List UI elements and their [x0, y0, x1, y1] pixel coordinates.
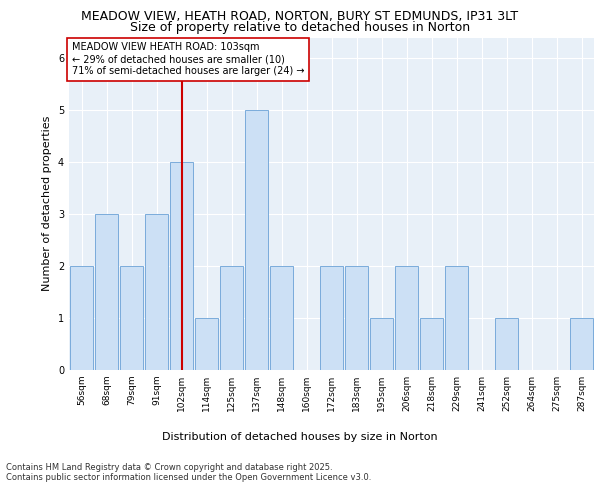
Bar — [170, 162, 193, 370]
Bar — [494, 318, 518, 370]
Bar — [445, 266, 469, 370]
Bar — [569, 318, 593, 370]
Bar — [245, 110, 268, 370]
Bar — [95, 214, 118, 370]
Text: MEADOW VIEW, HEATH ROAD, NORTON, BURY ST EDMUNDS, IP31 3LT: MEADOW VIEW, HEATH ROAD, NORTON, BURY ST… — [82, 10, 518, 23]
Text: Distribution of detached houses by size in Norton: Distribution of detached houses by size … — [162, 432, 438, 442]
Text: MEADOW VIEW HEATH ROAD: 103sqm
← 29% of detached houses are smaller (10)
71% of : MEADOW VIEW HEATH ROAD: 103sqm ← 29% of … — [71, 42, 304, 76]
Y-axis label: Number of detached properties: Number of detached properties — [43, 116, 52, 292]
Text: Contains public sector information licensed under the Open Government Licence v3: Contains public sector information licen… — [6, 472, 371, 482]
Bar — [70, 266, 94, 370]
Bar — [344, 266, 368, 370]
Bar — [194, 318, 218, 370]
Bar — [370, 318, 394, 370]
Bar — [395, 266, 418, 370]
Bar — [419, 318, 443, 370]
Bar — [220, 266, 244, 370]
Text: Contains HM Land Registry data © Crown copyright and database right 2025.: Contains HM Land Registry data © Crown c… — [6, 462, 332, 471]
Bar — [119, 266, 143, 370]
Bar — [145, 214, 169, 370]
Bar — [269, 266, 293, 370]
Bar — [320, 266, 343, 370]
Text: Size of property relative to detached houses in Norton: Size of property relative to detached ho… — [130, 21, 470, 34]
